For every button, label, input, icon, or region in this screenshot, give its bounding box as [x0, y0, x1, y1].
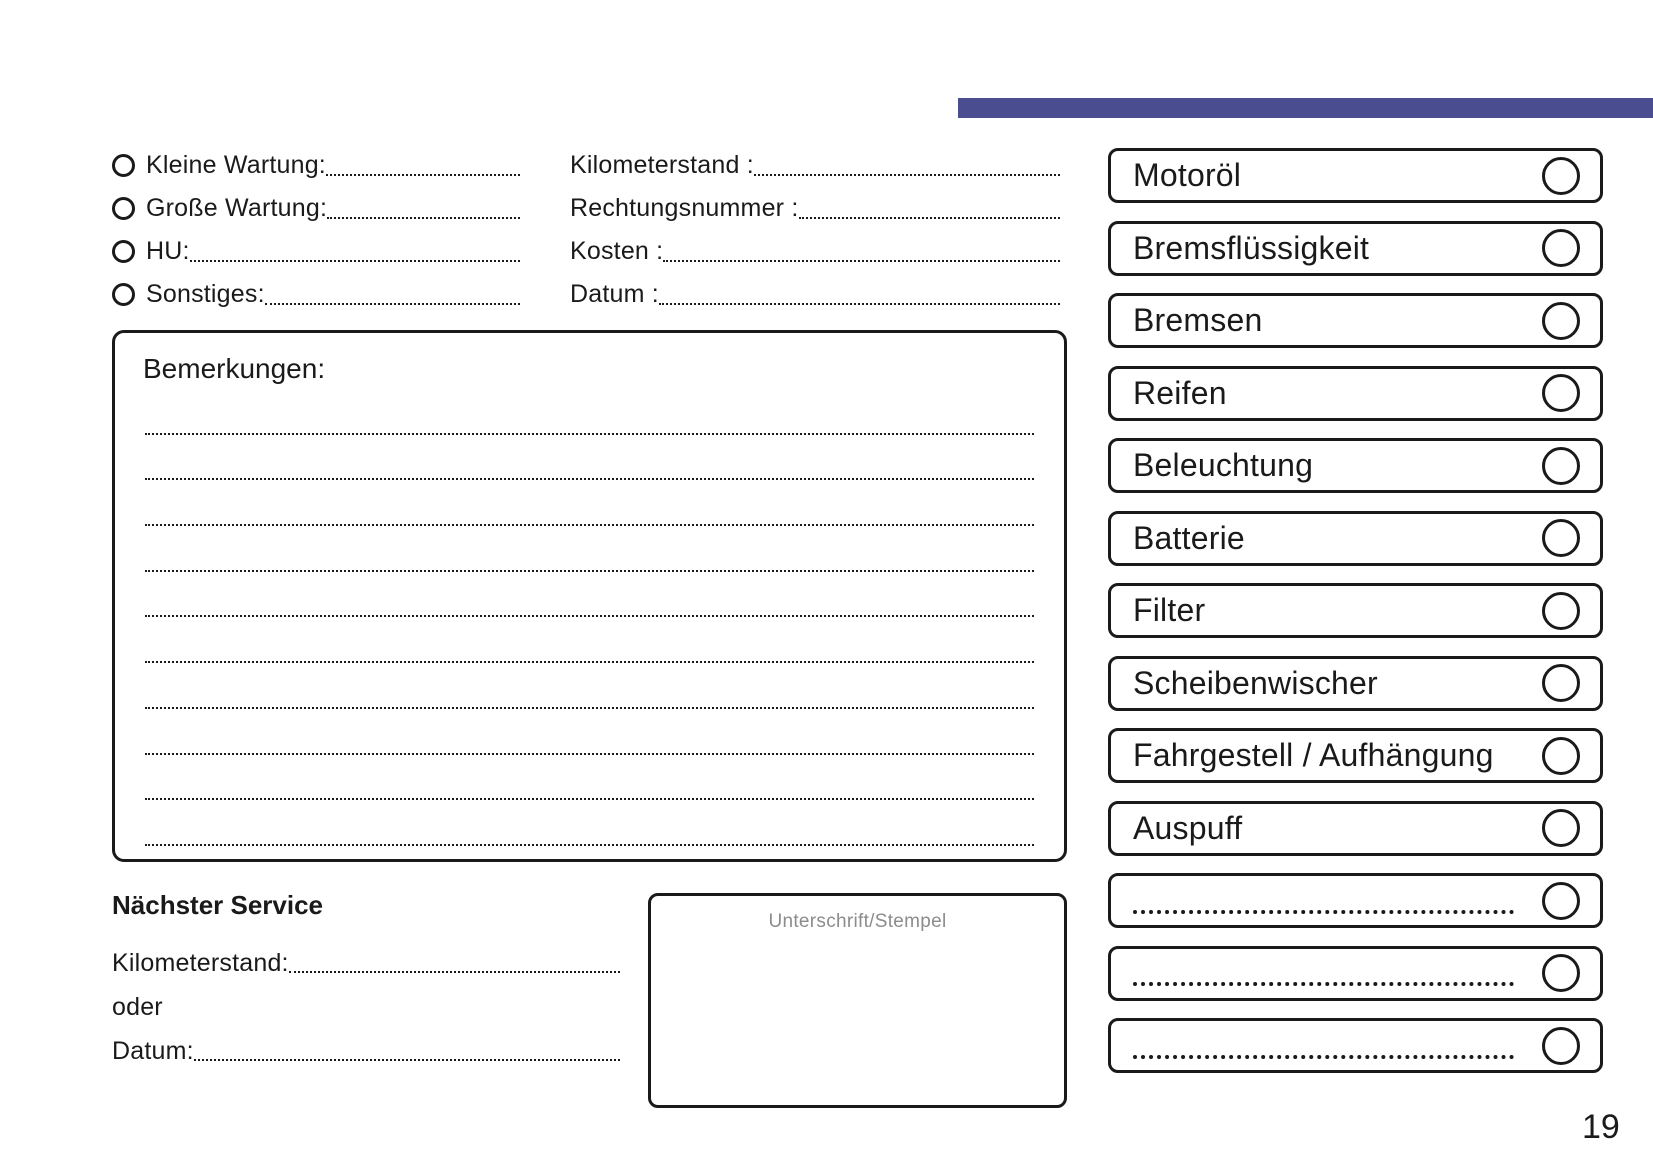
- checklist-item: Batterie: [1108, 510, 1603, 566]
- next-service-title: Nächster Service: [112, 890, 324, 920]
- invoice-field-label: Kosten :: [570, 237, 664, 265]
- invoice-field-label: Datum:: [112, 1036, 194, 1065]
- checkbox-circle[interactable]: [1542, 954, 1580, 992]
- service-type-row: HU:: [112, 230, 520, 273]
- checkbox-circle[interactable]: [1542, 1026, 1580, 1065]
- fill-in-line[interactable]: [753, 173, 1060, 176]
- checklist-item-label: Motoröl: [1133, 157, 1242, 193]
- service-type-group: Kleine Wartung: Große Wartung: HU: Sonst…: [112, 144, 520, 316]
- checkbox-circle[interactable]: [1542, 446, 1580, 485]
- fill-in-line[interactable]: [325, 173, 520, 176]
- checkbox-circle[interactable]: [1542, 881, 1580, 920]
- checklist-item-label: Beleuchtung: [1133, 447, 1314, 483]
- invoice-field-row: Datum :: [570, 273, 1060, 316]
- checklist-item-label: Bremsflüssigkeit: [1133, 229, 1370, 266]
- checklist-item-label: Batterie: [1133, 519, 1245, 556]
- radio-button[interactable]: [112, 154, 135, 177]
- remarks-write-line[interactable]: [145, 617, 1034, 664]
- checkbox-circle[interactable]: [1542, 519, 1580, 557]
- remarks-title: Bemerkungen:: [143, 353, 326, 384]
- remarks-write-line[interactable]: [145, 709, 1034, 755]
- radio-button[interactable]: [112, 197, 135, 220]
- checklist-item: [1108, 1018, 1603, 1073]
- checklist-item: Filter: [1108, 583, 1603, 638]
- checkbox-circle[interactable]: [1542, 229, 1580, 267]
- fill-in-line[interactable]: [658, 302, 1060, 305]
- remarks-write-line[interactable]: [145, 572, 1034, 618]
- remarks-write-line[interactable]: [145, 800, 1034, 846]
- remarks-write-line[interactable]: [145, 663, 1034, 709]
- invoice-field-row: Kosten :: [570, 230, 1060, 273]
- checklist-item: Auspuff: [1108, 800, 1603, 856]
- invoice-field-label: Kilometerstand :: [570, 151, 754, 179]
- fill-in-line[interactable]: [327, 216, 520, 219]
- checklist-item-label: Filter: [1133, 592, 1206, 628]
- checklist-item-label: Fahrgestell / Aufhängung: [1133, 737, 1494, 773]
- checklist-item: [1108, 873, 1603, 928]
- next-service-fields: Kilometerstand: oder Datum:: [112, 941, 620, 1073]
- signature-label: Unterschrift/Stempel: [768, 911, 947, 932]
- checklist-item: Motoröl: [1108, 148, 1603, 203]
- checklist-item-fill-line[interactable]: [1133, 909, 1514, 914]
- fill-in-line[interactable]: [288, 971, 620, 973]
- checkbox-circle[interactable]: [1542, 374, 1580, 412]
- invoice-field-group: Kilometerstand : Rechtungsnummer : Koste…: [570, 144, 1060, 316]
- remarks-write-line[interactable]: [145, 755, 1034, 801]
- service-type-row: Sonstiges:: [112, 273, 520, 316]
- fill-in-line[interactable]: [189, 259, 520, 262]
- checkbox-circle[interactable]: [1542, 736, 1580, 775]
- fill-in-line[interactable]: [193, 1059, 620, 1061]
- service-type-label: Sonstiges:: [146, 280, 265, 308]
- invoice-field-label: Kilometerstand:: [112, 948, 289, 977]
- invoice-field-row: Kilometerstand :: [570, 144, 1060, 187]
- next-service-row: Kilometerstand:: [112, 941, 620, 985]
- checkbox-circle[interactable]: [1542, 156, 1580, 195]
- service-type-label: Kleine Wartung:: [146, 151, 326, 179]
- next-service-row: Datum:: [112, 1029, 620, 1073]
- service-type-row: Große Wartung:: [112, 187, 520, 230]
- checkbox-circle[interactable]: [1542, 301, 1580, 340]
- checklist-item-fill-line[interactable]: [1133, 1054, 1514, 1059]
- remarks-write-line[interactable]: [145, 526, 1034, 572]
- checklist-item-label: Auspuff: [1133, 809, 1243, 846]
- checkbox-circle[interactable]: [1542, 664, 1580, 702]
- header-accent-bar: [958, 98, 1653, 118]
- checklist: Motoröl Bremsflüssigkeit Bremsen Reifen …: [1108, 148, 1603, 1073]
- checklist-item-label: Reifen: [1133, 374, 1227, 411]
- signature-box[interactable]: Unterschrift/Stempel: [648, 893, 1067, 1108]
- next-service-row: oder: [112, 985, 620, 1029]
- checklist-item: Scheibenwischer: [1108, 655, 1603, 711]
- service-type-label: Große Wartung:: [146, 194, 328, 222]
- fill-in-line[interactable]: [798, 216, 1060, 219]
- remarks-write-line[interactable]: [145, 435, 1034, 481]
- checklist-item: Bremsflüssigkeit: [1108, 220, 1603, 276]
- invoice-field-label: Rechtungsnummer :: [570, 194, 799, 222]
- checkbox-circle[interactable]: [1542, 591, 1580, 630]
- checkbox-circle[interactable]: [1542, 809, 1580, 847]
- invoice-field-label: oder: [112, 992, 163, 1021]
- service-type-row: Kleine Wartung:: [112, 144, 520, 187]
- checklist-item: Reifen: [1108, 365, 1603, 421]
- radio-button[interactable]: [112, 240, 135, 263]
- checklist-item-label: Bremsen: [1133, 302, 1263, 338]
- remarks-write-line[interactable]: [145, 480, 1034, 527]
- invoice-field-row: Rechtungsnummer :: [570, 187, 1060, 230]
- checklist-item: Bremsen: [1108, 293, 1603, 348]
- radio-button[interactable]: [112, 283, 135, 306]
- checklist-item: Fahrgestell / Aufhängung: [1108, 728, 1603, 783]
- remarks-lines: [145, 389, 1034, 846]
- checklist-item-label: Scheibenwischer: [1133, 664, 1378, 701]
- page-number: 19: [1582, 1108, 1620, 1146]
- remarks-write-line[interactable]: [145, 389, 1034, 435]
- invoice-field-label: Datum :: [570, 280, 659, 308]
- service-type-label: HU:: [146, 237, 190, 265]
- fill-in-line[interactable]: [663, 259, 1060, 262]
- checklist-item-fill-line[interactable]: [1133, 982, 1514, 986]
- fill-in-line[interactable]: [264, 302, 520, 305]
- remarks-box: Bemerkungen:: [112, 330, 1067, 862]
- checklist-item: Beleuchtung: [1108, 438, 1603, 493]
- checklist-item: [1108, 945, 1603, 1001]
